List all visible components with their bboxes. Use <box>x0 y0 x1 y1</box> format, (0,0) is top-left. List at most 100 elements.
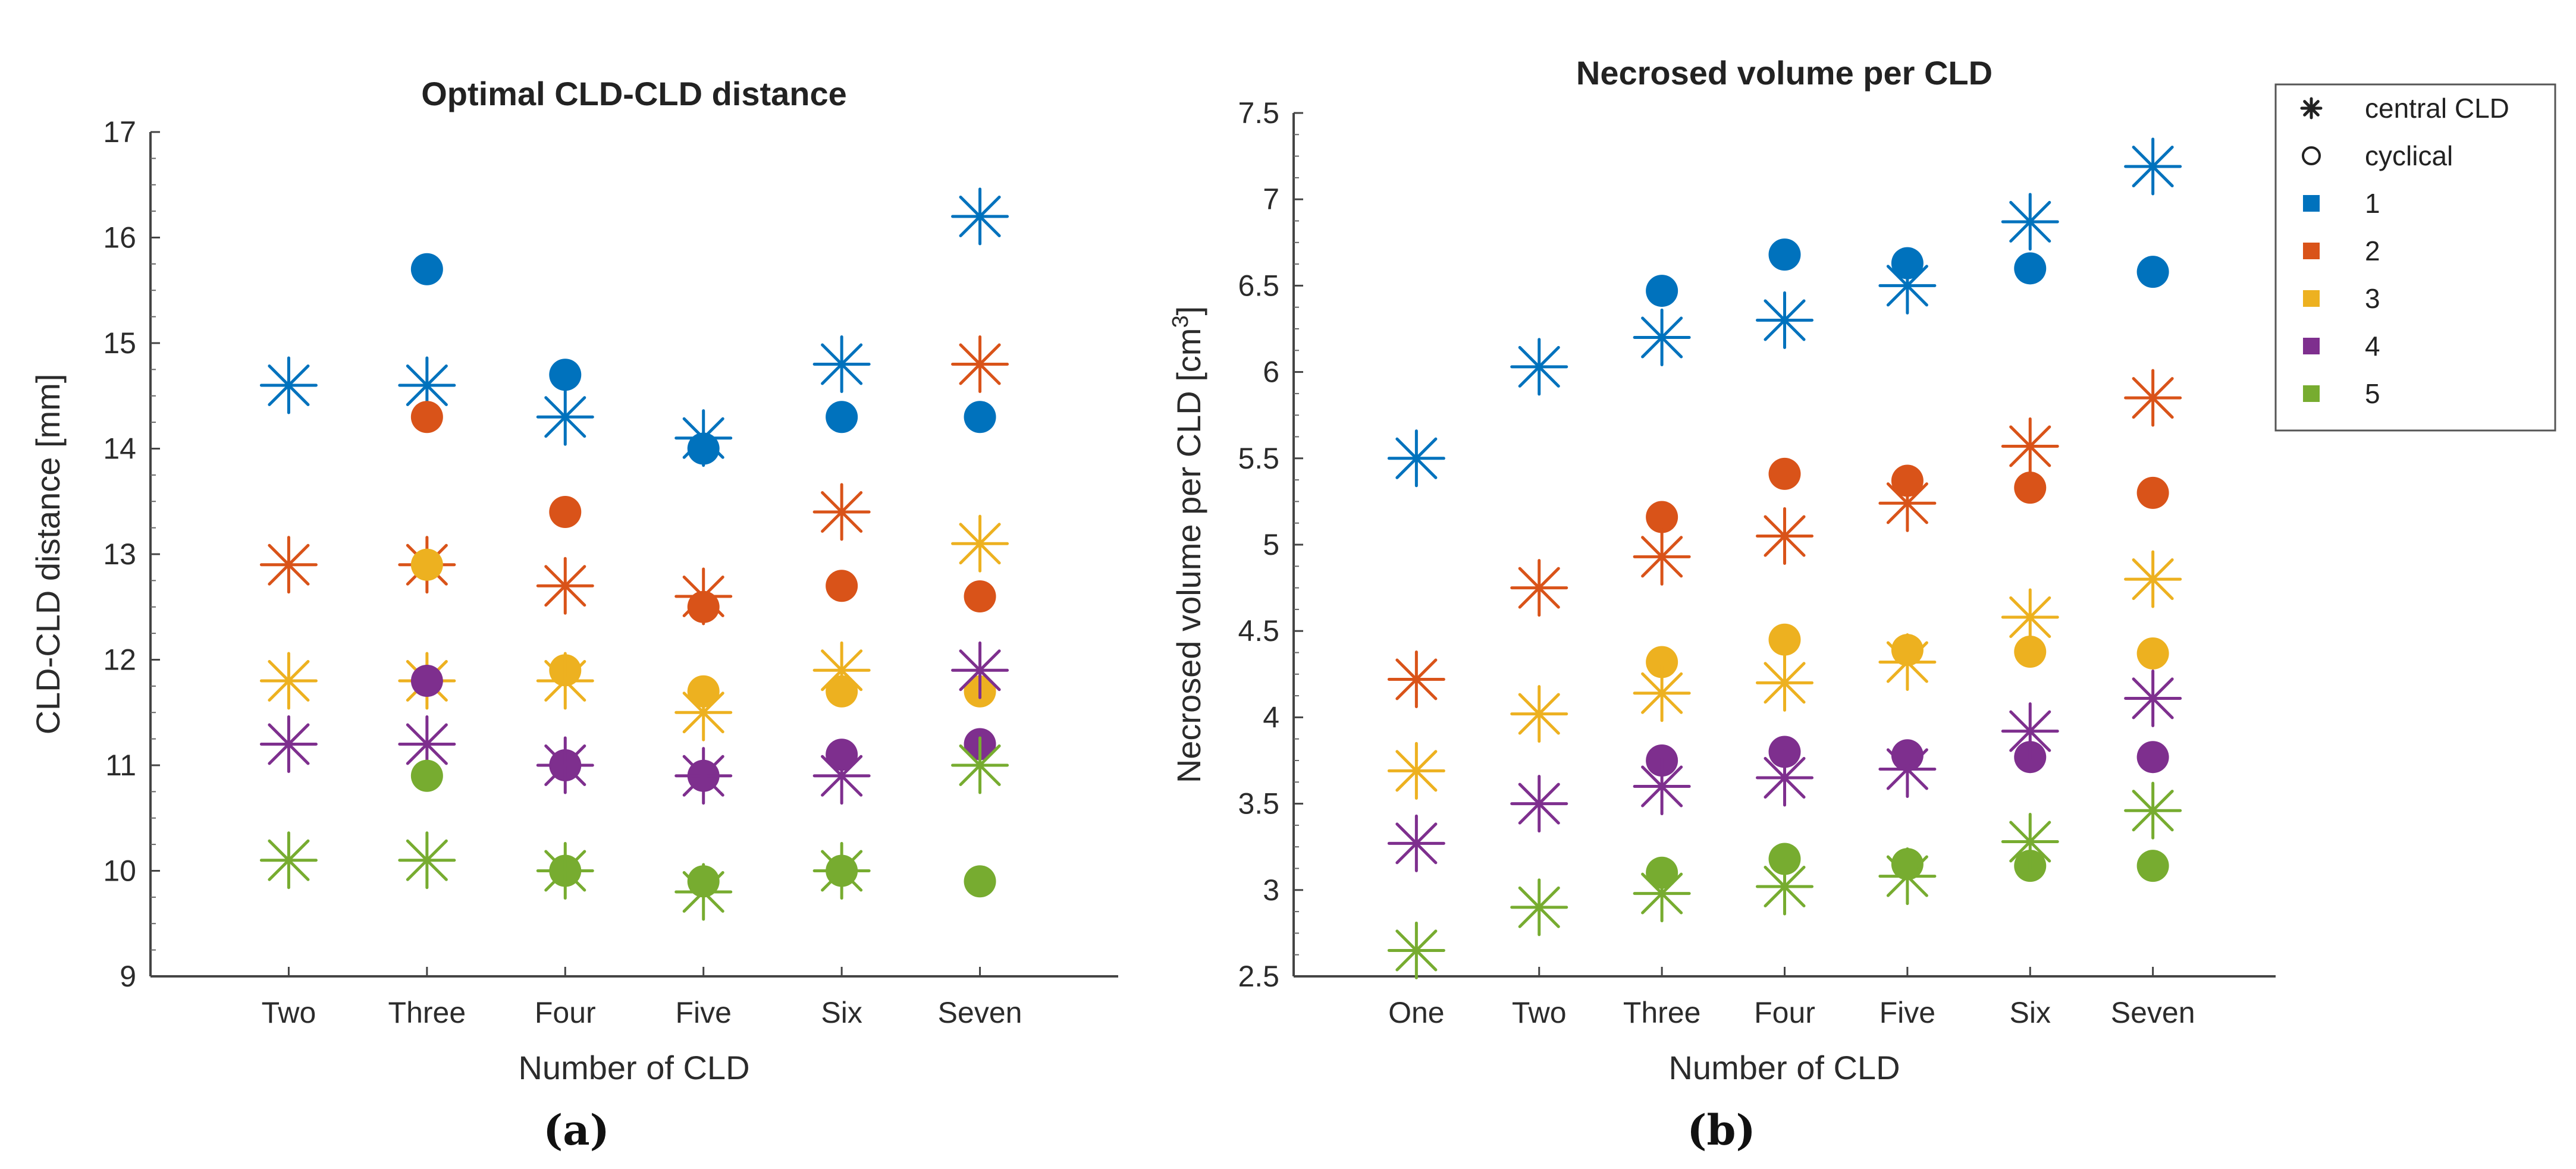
series-2-central-point <box>951 335 1009 393</box>
chart-b-y-label: Necrosed volume per CLD [cm3] <box>1168 306 1207 783</box>
series-1-central-point <box>536 388 594 446</box>
legend-swatch-icon <box>2303 338 2320 354</box>
chart-a-caption: (a) <box>543 1105 610 1155</box>
series-2-cyclical-point <box>826 570 858 602</box>
chart-b-title: Necrosed volume per CLD <box>1576 54 1993 92</box>
series-1-central-point <box>1878 256 1937 315</box>
chart-b-y-label-main: Necrosed volume per CLD [cm <box>1170 328 1207 784</box>
legend-label: 1 <box>2365 188 2380 219</box>
series-1-central-point <box>259 356 318 414</box>
legend-entry: 3 <box>2303 283 2380 314</box>
legend-box <box>2274 83 2556 432</box>
chart-b-x-label: Number of CLD <box>1668 1049 1900 1086</box>
series-2-central-point <box>1387 651 1445 709</box>
legend-entry: 2 <box>2303 235 2380 266</box>
series-1-cyclical-point <box>1768 238 1801 271</box>
x-tick-label: Three <box>388 996 466 1029</box>
chart-a-y-label: CLD-CLD distance [mm] <box>29 374 67 735</box>
y-tick-label: 10 <box>103 854 136 888</box>
series-3-central-point <box>1878 633 1937 691</box>
series-5-cyclical-point <box>410 759 443 792</box>
chart-b-y-label-end: ] <box>1170 306 1207 316</box>
series-3-central-point <box>1633 664 1691 722</box>
legend-label: 2 <box>2365 235 2380 266</box>
series-3-central-point <box>259 652 318 710</box>
x-tick-label: Four <box>1754 996 1815 1029</box>
y-tick-label: 2.5 <box>1238 960 1279 993</box>
series-5-central-point <box>1756 857 1813 916</box>
series-2-central-point <box>1633 527 1691 586</box>
series-4-central-point <box>1878 740 1937 799</box>
x-tick-label: Two <box>262 996 316 1029</box>
x-tick-label: Two <box>1512 996 1567 1029</box>
series-1-central-point <box>1387 429 1445 488</box>
chart-b-caption: (b) <box>1687 1105 1755 1155</box>
series-2-cyclical-point <box>1646 501 1678 533</box>
series-5-central-point <box>951 736 1009 794</box>
series-2-central-point <box>1756 507 1813 565</box>
series-1-cyclical-point <box>964 401 996 433</box>
legend-swatch-icon <box>2303 290 2320 307</box>
x-tick-label: Six <box>2010 996 2051 1029</box>
series-3-central-point <box>1387 741 1445 800</box>
series-5-central-point <box>1387 921 1445 979</box>
legend-swatch-icon <box>2303 195 2320 212</box>
series-1-central-point <box>1510 338 1568 396</box>
legend-star-icon <box>2300 97 2323 120</box>
series-1-cyclical-point <box>1646 275 1678 307</box>
x-tick-label: Seven <box>938 996 1022 1029</box>
series-4-central-point <box>951 641 1009 699</box>
series-3-central-point <box>951 514 1009 573</box>
series-2-central-point <box>2001 417 2059 475</box>
x-tick-label: Four <box>535 996 596 1029</box>
y-tick-label: 12 <box>103 643 136 677</box>
series-5-central-point <box>536 842 594 900</box>
series-4-central-point <box>259 715 318 773</box>
y-tick-label: 17 <box>103 115 136 149</box>
series-3-cyclical-point <box>1768 623 1801 656</box>
legend-circle-icon <box>2302 146 2321 165</box>
series-4-central-point <box>1387 814 1445 872</box>
series-3-cyclical-point <box>410 548 443 581</box>
series-2-cyclical-point <box>410 401 443 433</box>
legend-label: 4 <box>2365 331 2380 362</box>
series-5-central-point <box>2124 781 2182 840</box>
series-4-central-point <box>2001 702 2059 761</box>
series-1-cyclical-point <box>2136 256 2169 288</box>
series-1-cyclical-point <box>549 359 582 391</box>
y-tick-label: 5.5 <box>1238 442 1279 475</box>
series-5-central-point <box>398 831 456 890</box>
series-2-central-point <box>1510 559 1568 617</box>
series-1-cyclical-point <box>2014 252 2047 285</box>
x-tick-label: Five <box>675 996 731 1029</box>
y-tick-label: 16 <box>103 221 136 254</box>
series-3-central-point <box>1510 685 1568 743</box>
y-tick-label: 3.5 <box>1238 787 1279 821</box>
x-tick-label: Seven <box>2111 996 2195 1029</box>
y-tick-label: 6.5 <box>1238 269 1279 302</box>
legend: central CLD cyclical 1 2 3 4 5 <box>2274 83 2556 432</box>
series-4-central-point <box>2124 669 2182 727</box>
y-tick-label: 6 <box>1263 356 1279 389</box>
chart-a-title: Optimal CLD-CLD distance <box>421 75 847 112</box>
series-3-central-point <box>2124 550 2182 608</box>
legend-label: 5 <box>2365 378 2380 409</box>
legend-entry: cyclical <box>2302 140 2453 171</box>
series-4-cyclical-point <box>410 665 443 697</box>
legend-label: cyclical <box>2365 140 2453 171</box>
series-3-central-point <box>536 652 594 710</box>
series-4-cyclical-point <box>2136 741 2169 774</box>
x-tick-label: Three <box>1623 996 1701 1029</box>
y-tick-label: 4.5 <box>1238 614 1279 648</box>
legend-label: central CLD <box>2365 93 2509 124</box>
series-5-cyclical-point <box>2136 850 2169 882</box>
series-2-central-point <box>674 567 733 626</box>
series-2-cyclical-point <box>1768 457 1801 490</box>
y-tick-label: 14 <box>103 432 136 466</box>
y-tick-label: 9 <box>120 960 136 993</box>
series-2-cyclical-point <box>964 580 996 612</box>
series-4-central-point <box>1510 775 1568 833</box>
series-1-cyclical-point <box>826 401 858 433</box>
series-1-central-point <box>812 335 871 393</box>
